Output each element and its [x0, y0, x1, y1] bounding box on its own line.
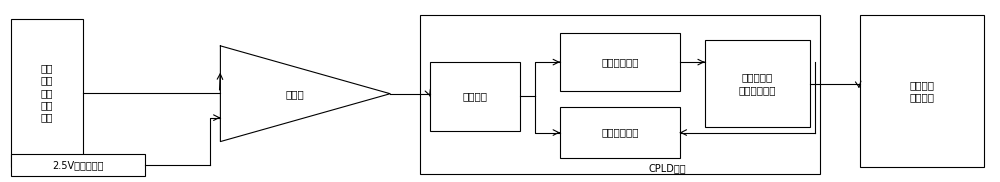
Text: 消抖电路: 消抖电路: [463, 91, 488, 101]
Bar: [11, 154, 145, 176]
Text: 专用电源
主控茈片: 专用电源 主控茈片: [909, 80, 934, 102]
Bar: [560, 107, 680, 158]
Text: 2.5V基准电压源: 2.5V基准电压源: [52, 160, 104, 170]
Text: 比较器: 比较器: [286, 89, 305, 99]
Text: 产生功率管
驱动封锁信号: 产生功率管 驱动封锁信号: [738, 73, 776, 95]
Bar: [860, 15, 984, 167]
Bar: [430, 62, 520, 131]
Bar: [705, 40, 810, 127]
Text: 过流信号计数: 过流信号计数: [601, 128, 639, 138]
Bar: [11, 19, 83, 167]
Text: 信号展宽电路: 信号展宽电路: [601, 57, 639, 67]
Bar: [560, 33, 680, 91]
Text: CPLD芯片: CPLD芯片: [649, 164, 687, 174]
Text: 过流
信号
采样
调理
电路: 过流 信号 采样 调理 电路: [40, 63, 53, 123]
Bar: [420, 15, 820, 174]
